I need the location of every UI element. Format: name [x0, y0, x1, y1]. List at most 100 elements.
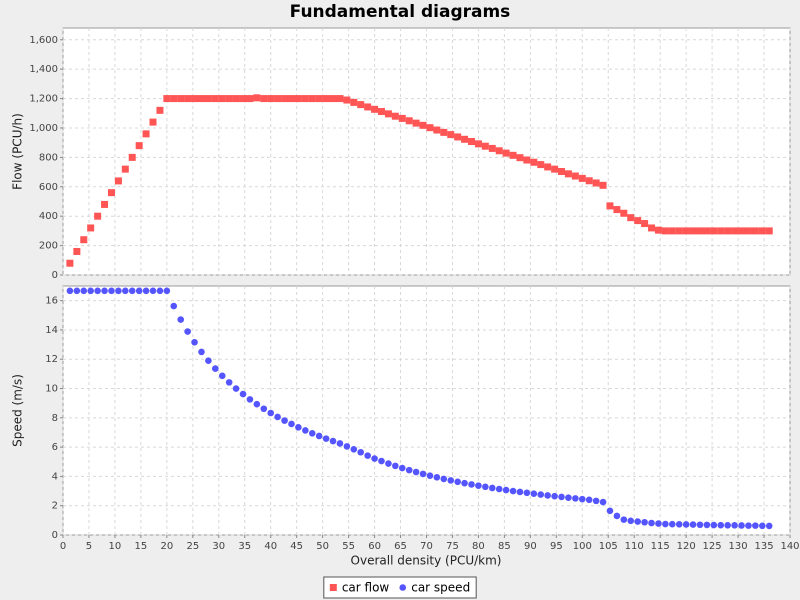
y-tick-label: 400 — [39, 211, 58, 222]
marker — [412, 468, 420, 476]
marker — [758, 227, 766, 235]
marker — [655, 520, 662, 527]
y-tick-label: 0 — [52, 270, 58, 281]
marker — [606, 202, 614, 210]
marker — [274, 95, 282, 103]
marker — [177, 316, 185, 323]
marker — [551, 165, 559, 173]
marker — [537, 491, 545, 498]
marker — [682, 227, 690, 235]
y-tick-label: 2 — [52, 501, 58, 512]
marker — [260, 95, 268, 103]
marker — [343, 443, 351, 450]
marker — [558, 167, 566, 175]
x-tick-label: 130 — [729, 541, 748, 552]
x-tick-label: 90 — [524, 541, 537, 552]
marker — [516, 154, 524, 162]
marker — [246, 396, 254, 403]
marker — [218, 372, 226, 380]
marker — [315, 432, 323, 440]
marker — [419, 121, 427, 129]
marker — [738, 227, 746, 235]
marker — [454, 133, 462, 141]
marker — [717, 521, 725, 529]
marker — [565, 494, 572, 501]
marker — [170, 95, 178, 103]
marker — [738, 522, 745, 529]
marker — [765, 522, 773, 530]
marker — [260, 405, 268, 413]
marker — [634, 518, 641, 525]
marker — [322, 95, 330, 103]
series — [66, 94, 773, 267]
marker — [212, 365, 219, 372]
marker — [744, 227, 752, 235]
marker — [253, 400, 261, 408]
marker — [634, 217, 642, 225]
marker — [267, 409, 275, 417]
marker — [246, 95, 254, 103]
marker — [398, 464, 406, 472]
marker — [530, 158, 538, 166]
marker — [668, 520, 676, 528]
x-tick-label: 100 — [573, 541, 592, 552]
marker — [329, 95, 337, 103]
marker — [163, 287, 171, 295]
marker — [592, 179, 600, 187]
legend-swatch — [399, 584, 407, 591]
marker — [371, 105, 379, 113]
marker — [468, 481, 475, 488]
marker — [654, 226, 662, 234]
marker — [509, 151, 517, 159]
marker — [648, 224, 656, 232]
marker — [377, 108, 385, 116]
y-tick-label: 14 — [45, 325, 58, 336]
marker — [197, 95, 205, 103]
y-tick-label: 12 — [45, 354, 58, 365]
x-tick-label: 120 — [677, 541, 696, 552]
marker — [357, 448, 365, 456]
marker — [523, 156, 531, 164]
marker — [343, 96, 351, 104]
marker — [509, 487, 517, 495]
marker — [288, 420, 295, 428]
marker — [364, 103, 372, 111]
marker — [620, 209, 628, 217]
marker — [218, 95, 226, 103]
marker — [731, 227, 739, 235]
legend-label: car speed — [411, 581, 470, 595]
marker — [253, 94, 261, 102]
marker — [94, 287, 101, 295]
marker — [108, 287, 115, 295]
marker — [627, 517, 635, 525]
x-tick-label: 30 — [212, 541, 225, 552]
marker — [447, 477, 455, 484]
y-tick-label: 16 — [45, 296, 58, 307]
marker — [703, 227, 711, 235]
marker — [115, 287, 122, 295]
y-tick-label: 6 — [52, 442, 58, 453]
marker — [80, 287, 88, 295]
marker — [211, 95, 219, 103]
marker — [468, 138, 476, 146]
x-tick-label: 20 — [160, 541, 173, 552]
marker — [94, 212, 102, 220]
marker — [378, 457, 385, 465]
marker — [364, 452, 371, 459]
marker — [710, 227, 718, 235]
x-tick-label: 85 — [498, 541, 511, 552]
marker — [613, 512, 621, 520]
marker — [405, 117, 413, 125]
marker — [177, 95, 185, 103]
legend-label: car flow — [342, 581, 390, 595]
marker — [551, 492, 558, 500]
marker — [385, 460, 392, 467]
x-tick-label: 55 — [342, 541, 355, 552]
marker — [717, 227, 725, 235]
x-tick-label: 110 — [625, 541, 644, 552]
marker — [308, 95, 316, 103]
marker — [329, 437, 337, 445]
y-tick-label: 10 — [45, 384, 58, 395]
x-tick-label: 125 — [703, 541, 722, 552]
